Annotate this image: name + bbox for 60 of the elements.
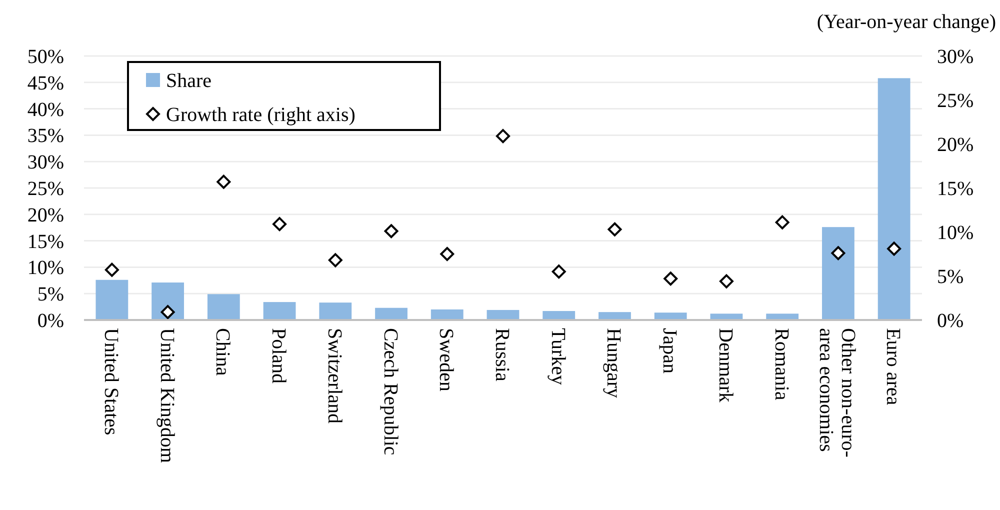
x-tick-label: United States bbox=[100, 328, 122, 436]
point bbox=[831, 246, 846, 260]
bar bbox=[822, 227, 854, 320]
y-tick-label: 0% bbox=[37, 310, 64, 332]
bar bbox=[207, 294, 240, 320]
y2-axis-title: (Year-on-year change) bbox=[816, 11, 996, 33]
x-tick-label: China bbox=[212, 328, 234, 376]
x-tick-label: Poland bbox=[268, 328, 290, 384]
point bbox=[384, 224, 398, 238]
bar bbox=[319, 302, 352, 320]
x-tick-label: Hungary bbox=[602, 328, 625, 398]
x-tick-label: Euro area bbox=[882, 328, 904, 406]
point bbox=[216, 174, 231, 189]
y-tick-label: 20% bbox=[27, 204, 64, 226]
bar bbox=[430, 309, 464, 320]
y-tick-label: 25% bbox=[27, 178, 64, 200]
bar bbox=[878, 78, 910, 320]
point bbox=[496, 129, 510, 144]
x-tick-label: Russia bbox=[491, 328, 513, 382]
y2-tick-label: 5% bbox=[937, 266, 964, 288]
point bbox=[775, 215, 790, 230]
legend-label: Growth rate (right axis) bbox=[166, 104, 356, 126]
y-tick-label: 30% bbox=[27, 152, 64, 174]
point bbox=[440, 247, 454, 261]
y2-tick-label: 0% bbox=[937, 310, 964, 332]
y-tick-label: 45% bbox=[27, 72, 64, 94]
x-tick-label: Other non-euro-area economies bbox=[815, 328, 860, 458]
point bbox=[664, 272, 678, 286]
y-tick-label: 50% bbox=[27, 46, 64, 68]
point bbox=[104, 262, 119, 277]
x-tick-label: Romania bbox=[770, 328, 792, 400]
y2-tick-label: 10% bbox=[937, 222, 974, 244]
y2-tick-label: 15% bbox=[937, 178, 974, 200]
point bbox=[160, 305, 175, 320]
bar bbox=[152, 282, 184, 320]
y2-tick-label: 30% bbox=[937, 46, 974, 68]
y2-tick-label: 20% bbox=[937, 134, 974, 156]
x-tick-label: United Kingdom bbox=[156, 328, 178, 464]
bar bbox=[263, 302, 296, 320]
y-tick-label: 10% bbox=[27, 257, 64, 280]
y-tick-label: 5% bbox=[37, 284, 64, 306]
point bbox=[608, 222, 622, 236]
bar bbox=[375, 308, 408, 320]
legend-label: Share bbox=[166, 70, 212, 92]
x-tick-label: Denmark bbox=[714, 328, 736, 402]
y2-tick-label: 25% bbox=[937, 90, 974, 112]
y-tick-label: 15% bbox=[27, 230, 64, 253]
point bbox=[719, 274, 734, 288]
x-tick-label: Sweden bbox=[435, 328, 458, 392]
y-tick-label: 40% bbox=[27, 98, 64, 121]
x-tick-label: Czech Republic bbox=[379, 328, 402, 456]
point bbox=[328, 253, 342, 268]
point bbox=[272, 217, 287, 232]
point bbox=[552, 264, 566, 279]
x-tick-label: Switzerland bbox=[323, 328, 346, 424]
x-tick-label: Turkey bbox=[546, 328, 569, 386]
y-tick-label: 35% bbox=[27, 125, 64, 148]
point bbox=[887, 242, 902, 256]
bar bbox=[96, 280, 128, 320]
x-tick-label: Japan bbox=[658, 328, 681, 374]
